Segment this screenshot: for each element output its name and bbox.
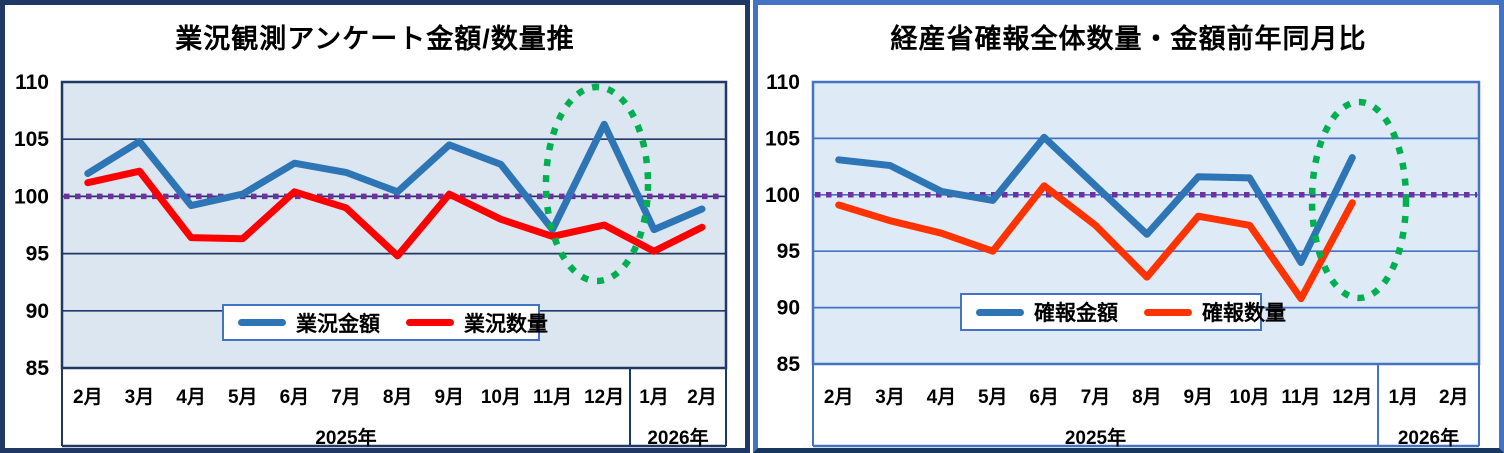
legend-business-survey: 業況金額 業況数量 [222, 304, 548, 341]
y-tick-label-110: 110 [766, 71, 800, 94]
chart-title-meti-report: 経産省確報全体数量・金額前年同月比 [890, 24, 1367, 54]
series-swatch-survey-amount [238, 319, 286, 326]
series-line-0 [84, 120, 706, 234]
y-tick-label-105: 105 [765, 127, 800, 150]
chart-title-business-survey: 業況観測アンケート金額/数量推 [175, 24, 575, 54]
month-label-7: 9月 [1183, 387, 1213, 408]
legend-label-report-quantity: 確報数量 [1202, 302, 1286, 325]
month-label-7: 9月 [434, 387, 464, 408]
month-label-3: 5月 [978, 387, 1008, 408]
plot-border [60, 80, 728, 370]
highlight-ellipse-december [1308, 98, 1410, 302]
plot-border [811, 80, 1481, 366]
y-tick-label-105: 105 [14, 128, 49, 151]
month-label-6: 8月 [383, 387, 413, 408]
y-tick-label-95: 95 [777, 240, 801, 263]
month-label-11: 1月 [1388, 387, 1418, 408]
year-label-0: 2025年 [1065, 426, 1126, 448]
series-line-0 [835, 133, 1356, 266]
y-tick-label-90: 90 [26, 300, 49, 323]
month-label-5: 7月 [1081, 387, 1111, 408]
month-label-10: 12月 [1332, 387, 1372, 408]
y-tick-label-85: 85 [777, 353, 801, 376]
series-swatch-report-quantity [1144, 308, 1192, 316]
year-label-0: 2025年 [315, 426, 376, 448]
month-label-6: 8月 [1132, 387, 1162, 408]
y-tick-label-100: 100 [14, 185, 49, 208]
month-label-8: 10月 [481, 387, 521, 408]
month-label-0: 2月 [73, 387, 103, 408]
month-label-11: 1月 [639, 387, 669, 408]
meti-report-line-chart: 110 105 100 95 90 85 2月 3月 4月 5月 6月 7月 8月 9月 10月 11月 12月… [765, 71, 1481, 448]
series-line-1 [84, 167, 706, 260]
month-label-3: 5月 [228, 387, 258, 408]
month-label-4: 6月 [1029, 387, 1059, 408]
month-label-0: 2月 [824, 387, 854, 408]
legend-label-report-amount: 確報金額 [1034, 302, 1118, 325]
series-line-1 [835, 182, 1356, 303]
month-label-2: 4月 [927, 387, 957, 408]
month-label-1: 3月 [125, 387, 155, 408]
series-swatch-report-amount [976, 308, 1024, 316]
month-label-4: 6月 [280, 387, 310, 408]
business-survey-line-chart: 110 105 100 95 90 85 2月 3月 4月 5月 6月 7月 8月 9月 10月 11月 12月… [14, 71, 728, 448]
month-label-1: 3月 [875, 387, 905, 408]
month-label-10: 12月 [584, 387, 624, 408]
month-label-8: 10月 [1230, 387, 1270, 408]
y-tick-label-110: 110 [15, 71, 49, 94]
month-label-2: 4月 [176, 387, 206, 408]
panel-business-survey: 業況観測アンケート金額/数量推 110 105 100 95 90 85 2月 3月 4月 5月 6… [0, 0, 750, 453]
highlight-ellipse-december [542, 83, 652, 285]
year-label-1: 2026年 [647, 426, 708, 448]
series-swatch-survey-quantity [406, 319, 454, 326]
legend-label-survey-amount: 業況金額 [296, 312, 380, 336]
y-tick-label-90: 90 [777, 297, 800, 320]
y-tick-label-100: 100 [765, 184, 800, 207]
month-label-9: 11月 [533, 387, 572, 408]
month-label-12: 2月 [1439, 387, 1469, 408]
y-tick-label-95: 95 [26, 243, 50, 266]
month-label-9: 11月 [1281, 387, 1320, 408]
year-label-1: 2026年 [1398, 426, 1459, 448]
month-label-12: 2月 [687, 387, 717, 408]
month-label-5: 7月 [331, 387, 361, 408]
panel-meti-report: 経産省確報全体数量・金額前年同月比 110 105 100 95 90 85 2月 3月 4月 5… [753, 0, 1504, 453]
legend-label-survey-quantity: 業況数量 [464, 312, 548, 336]
legend-meti-report: 確報金額 確報数量 [960, 293, 1286, 331]
y-tick-label-85: 85 [26, 357, 50, 380]
